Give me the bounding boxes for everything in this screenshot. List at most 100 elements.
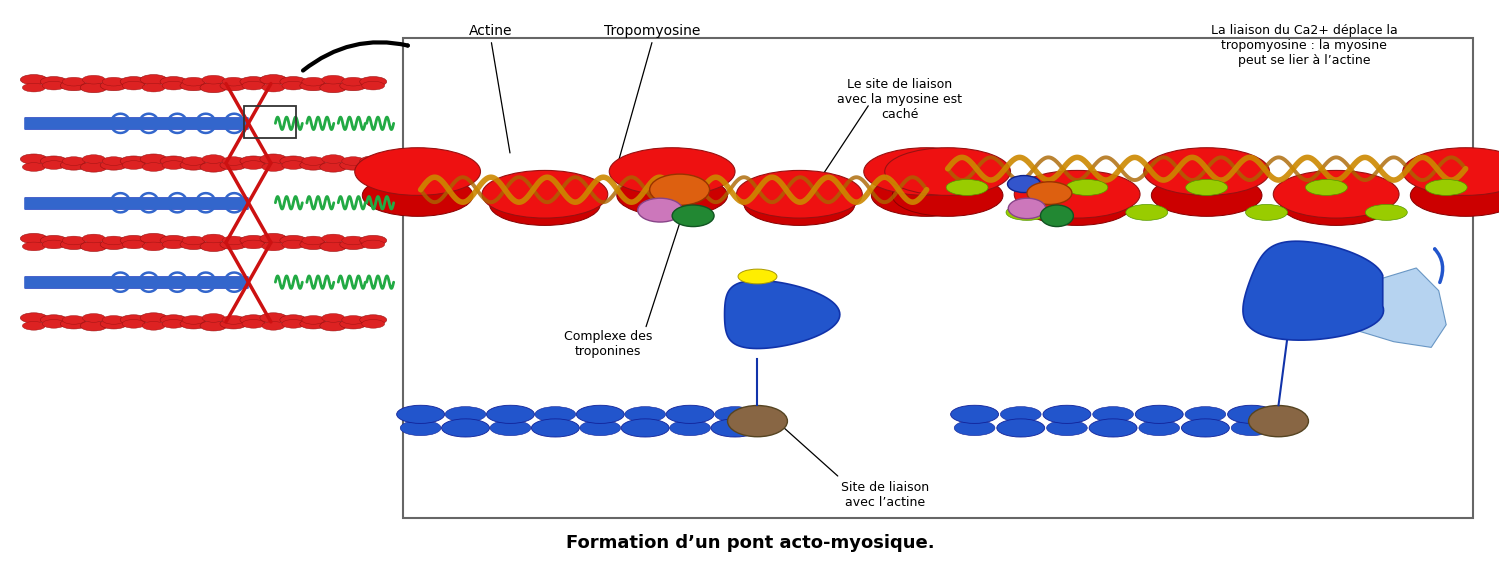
Circle shape	[1274, 170, 1400, 218]
Circle shape	[240, 315, 267, 325]
Circle shape	[322, 75, 345, 84]
Circle shape	[280, 315, 308, 325]
Circle shape	[260, 313, 286, 323]
Circle shape	[1425, 180, 1467, 196]
Circle shape	[42, 82, 64, 90]
Circle shape	[222, 236, 245, 245]
Circle shape	[40, 235, 68, 246]
Circle shape	[102, 157, 125, 165]
Circle shape	[82, 154, 105, 164]
Circle shape	[222, 78, 245, 86]
Circle shape	[100, 319, 128, 329]
Circle shape	[40, 76, 68, 87]
Circle shape	[242, 320, 266, 328]
Circle shape	[1014, 170, 1140, 218]
Circle shape	[342, 78, 364, 86]
Circle shape	[282, 82, 304, 90]
Circle shape	[240, 76, 267, 87]
Circle shape	[531, 419, 579, 437]
Circle shape	[1281, 184, 1392, 225]
Circle shape	[736, 170, 862, 218]
Circle shape	[262, 321, 285, 330]
Circle shape	[490, 420, 531, 435]
Circle shape	[222, 316, 245, 324]
Circle shape	[1410, 174, 1500, 217]
Circle shape	[80, 162, 106, 172]
Circle shape	[302, 157, 326, 165]
Circle shape	[320, 241, 346, 251]
Circle shape	[42, 320, 64, 328]
Circle shape	[220, 80, 248, 91]
Circle shape	[102, 78, 125, 86]
Ellipse shape	[672, 205, 714, 227]
Circle shape	[340, 239, 366, 250]
Circle shape	[360, 235, 387, 246]
Circle shape	[954, 420, 994, 435]
Circle shape	[669, 420, 711, 435]
Circle shape	[182, 78, 206, 86]
Circle shape	[142, 162, 165, 172]
Circle shape	[120, 76, 147, 87]
Circle shape	[711, 419, 759, 437]
Circle shape	[180, 319, 207, 329]
Circle shape	[300, 239, 327, 250]
Circle shape	[302, 316, 326, 324]
Circle shape	[122, 240, 146, 249]
Circle shape	[446, 406, 486, 422]
Circle shape	[180, 160, 207, 170]
Circle shape	[140, 313, 166, 323]
Ellipse shape	[1008, 176, 1041, 193]
Circle shape	[102, 316, 125, 324]
Circle shape	[220, 239, 248, 250]
Circle shape	[714, 406, 756, 422]
Circle shape	[122, 320, 146, 328]
Text: Complexe des
troponines: Complexe des troponines	[564, 331, 652, 359]
Circle shape	[40, 156, 68, 166]
Circle shape	[340, 319, 366, 329]
Circle shape	[200, 83, 226, 93]
Circle shape	[202, 314, 225, 322]
Circle shape	[102, 236, 125, 245]
Ellipse shape	[1041, 205, 1074, 227]
Circle shape	[1185, 180, 1227, 196]
Circle shape	[42, 161, 64, 169]
Circle shape	[100, 239, 128, 250]
Circle shape	[162, 240, 184, 249]
Circle shape	[120, 315, 147, 325]
Circle shape	[182, 236, 206, 245]
Circle shape	[322, 314, 345, 322]
Circle shape	[142, 321, 165, 330]
Circle shape	[362, 82, 384, 90]
Circle shape	[302, 236, 326, 245]
Circle shape	[182, 157, 206, 165]
Circle shape	[82, 314, 105, 322]
Circle shape	[280, 156, 308, 166]
Circle shape	[262, 83, 285, 92]
FancyArrowPatch shape	[1434, 249, 1443, 283]
Circle shape	[120, 156, 147, 166]
Circle shape	[340, 80, 366, 91]
Circle shape	[202, 75, 225, 84]
Circle shape	[140, 75, 166, 85]
Polygon shape	[724, 280, 840, 348]
Circle shape	[260, 233, 286, 243]
Circle shape	[182, 316, 206, 324]
Circle shape	[362, 320, 384, 328]
Circle shape	[609, 148, 735, 196]
Circle shape	[621, 419, 669, 437]
Circle shape	[322, 154, 345, 164]
Text: Le site de liaison
avec la myosine est
caché: Le site de liaison avec la myosine est c…	[837, 78, 962, 121]
Circle shape	[160, 76, 188, 87]
Circle shape	[280, 235, 308, 246]
Circle shape	[302, 78, 326, 86]
Circle shape	[262, 162, 285, 172]
Circle shape	[362, 240, 384, 249]
Circle shape	[666, 405, 714, 424]
Circle shape	[363, 174, 472, 217]
Circle shape	[626, 406, 666, 422]
Circle shape	[885, 148, 1011, 196]
Circle shape	[360, 156, 387, 166]
Circle shape	[282, 161, 304, 169]
Circle shape	[202, 234, 225, 243]
Circle shape	[80, 83, 106, 93]
